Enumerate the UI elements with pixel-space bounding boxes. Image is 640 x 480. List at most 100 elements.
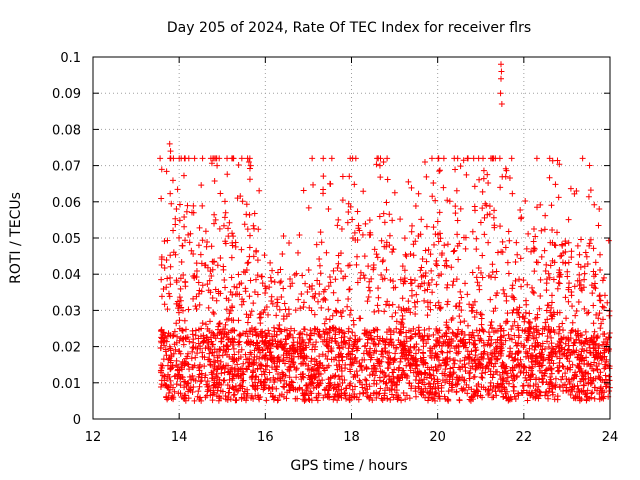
data-point [500, 384, 507, 391]
data-point [351, 339, 358, 346]
data-point [453, 374, 460, 381]
data-point [545, 354, 552, 361]
data-point [222, 240, 229, 247]
data-point [192, 303, 199, 310]
data-point [384, 176, 391, 183]
data-point [347, 355, 354, 362]
data-point [213, 297, 220, 304]
data-point [408, 287, 415, 294]
data-point [157, 155, 164, 162]
data-point [438, 342, 445, 349]
data-point [273, 312, 280, 319]
data-point [384, 155, 391, 162]
data-point [440, 155, 447, 162]
data-point [538, 369, 545, 376]
data-point [402, 396, 409, 403]
data-point [504, 310, 511, 317]
data-point [177, 285, 184, 292]
data-point [419, 337, 426, 344]
data-point [573, 347, 580, 354]
data-point [420, 343, 427, 350]
data-point [338, 365, 345, 372]
data-point [327, 180, 334, 187]
data-point [587, 236, 594, 243]
data-point [433, 337, 440, 344]
x-tick-label: 24 [602, 430, 619, 445]
data-point [176, 201, 183, 208]
data-point [322, 329, 329, 336]
data-point [597, 251, 604, 258]
data-point [559, 373, 566, 380]
data-point [286, 374, 293, 381]
data-point [563, 384, 570, 391]
data-point [306, 396, 313, 403]
data-point [548, 385, 555, 392]
data-point [260, 309, 267, 316]
data-point [286, 382, 293, 389]
data-point [352, 383, 359, 390]
data-point [480, 167, 487, 174]
chart-title: Day 205 of 2024, Rate Of TEC Index for r… [167, 20, 531, 36]
data-point [338, 268, 345, 275]
data-point [472, 344, 479, 351]
data-point [250, 367, 257, 374]
data-point [256, 362, 263, 369]
data-point [480, 328, 487, 335]
data-point [176, 294, 183, 301]
data-point [376, 213, 383, 220]
data-point [173, 320, 180, 327]
data-point [499, 238, 506, 245]
data-point [378, 358, 385, 365]
data-point [543, 307, 550, 314]
data-point [446, 198, 453, 205]
data-point [278, 278, 285, 285]
data-point [364, 298, 371, 305]
data-point [413, 291, 420, 298]
data-point [530, 325, 537, 332]
data-point [590, 268, 597, 275]
data-point [466, 370, 473, 377]
data-point [538, 253, 545, 260]
data-point [393, 318, 400, 325]
data-point [581, 382, 588, 389]
data-point [207, 318, 214, 325]
data-point [161, 342, 168, 349]
data-point [593, 311, 600, 318]
data-point [421, 369, 428, 376]
data-point [486, 333, 493, 340]
data-point [340, 338, 347, 345]
data-point [366, 329, 373, 336]
data-point [217, 387, 224, 394]
data-point [459, 340, 466, 347]
data-point [293, 374, 300, 381]
data-point [454, 350, 461, 357]
data-point [576, 282, 583, 289]
data-point [431, 376, 438, 383]
data-point [417, 355, 424, 362]
data-point [213, 370, 220, 377]
data-point [338, 313, 345, 320]
data-point [280, 393, 287, 400]
data-point [158, 293, 165, 300]
data-point [347, 307, 354, 314]
data-point [169, 392, 176, 399]
data-point [485, 337, 492, 344]
data-point [548, 292, 555, 299]
data-point [518, 214, 525, 221]
data-point [556, 355, 563, 362]
data-point [540, 378, 547, 385]
data-point [315, 382, 322, 389]
data-point [225, 362, 232, 369]
data-point [170, 396, 177, 403]
data-point [466, 351, 473, 358]
data-point [596, 310, 603, 317]
data-point [524, 350, 531, 357]
data-point [567, 391, 574, 398]
data-point [509, 377, 516, 384]
data-point [498, 347, 505, 354]
data-point [250, 361, 257, 368]
data-point [244, 155, 251, 162]
data-point [532, 376, 539, 383]
data-point [443, 319, 450, 326]
data-point [526, 324, 533, 331]
